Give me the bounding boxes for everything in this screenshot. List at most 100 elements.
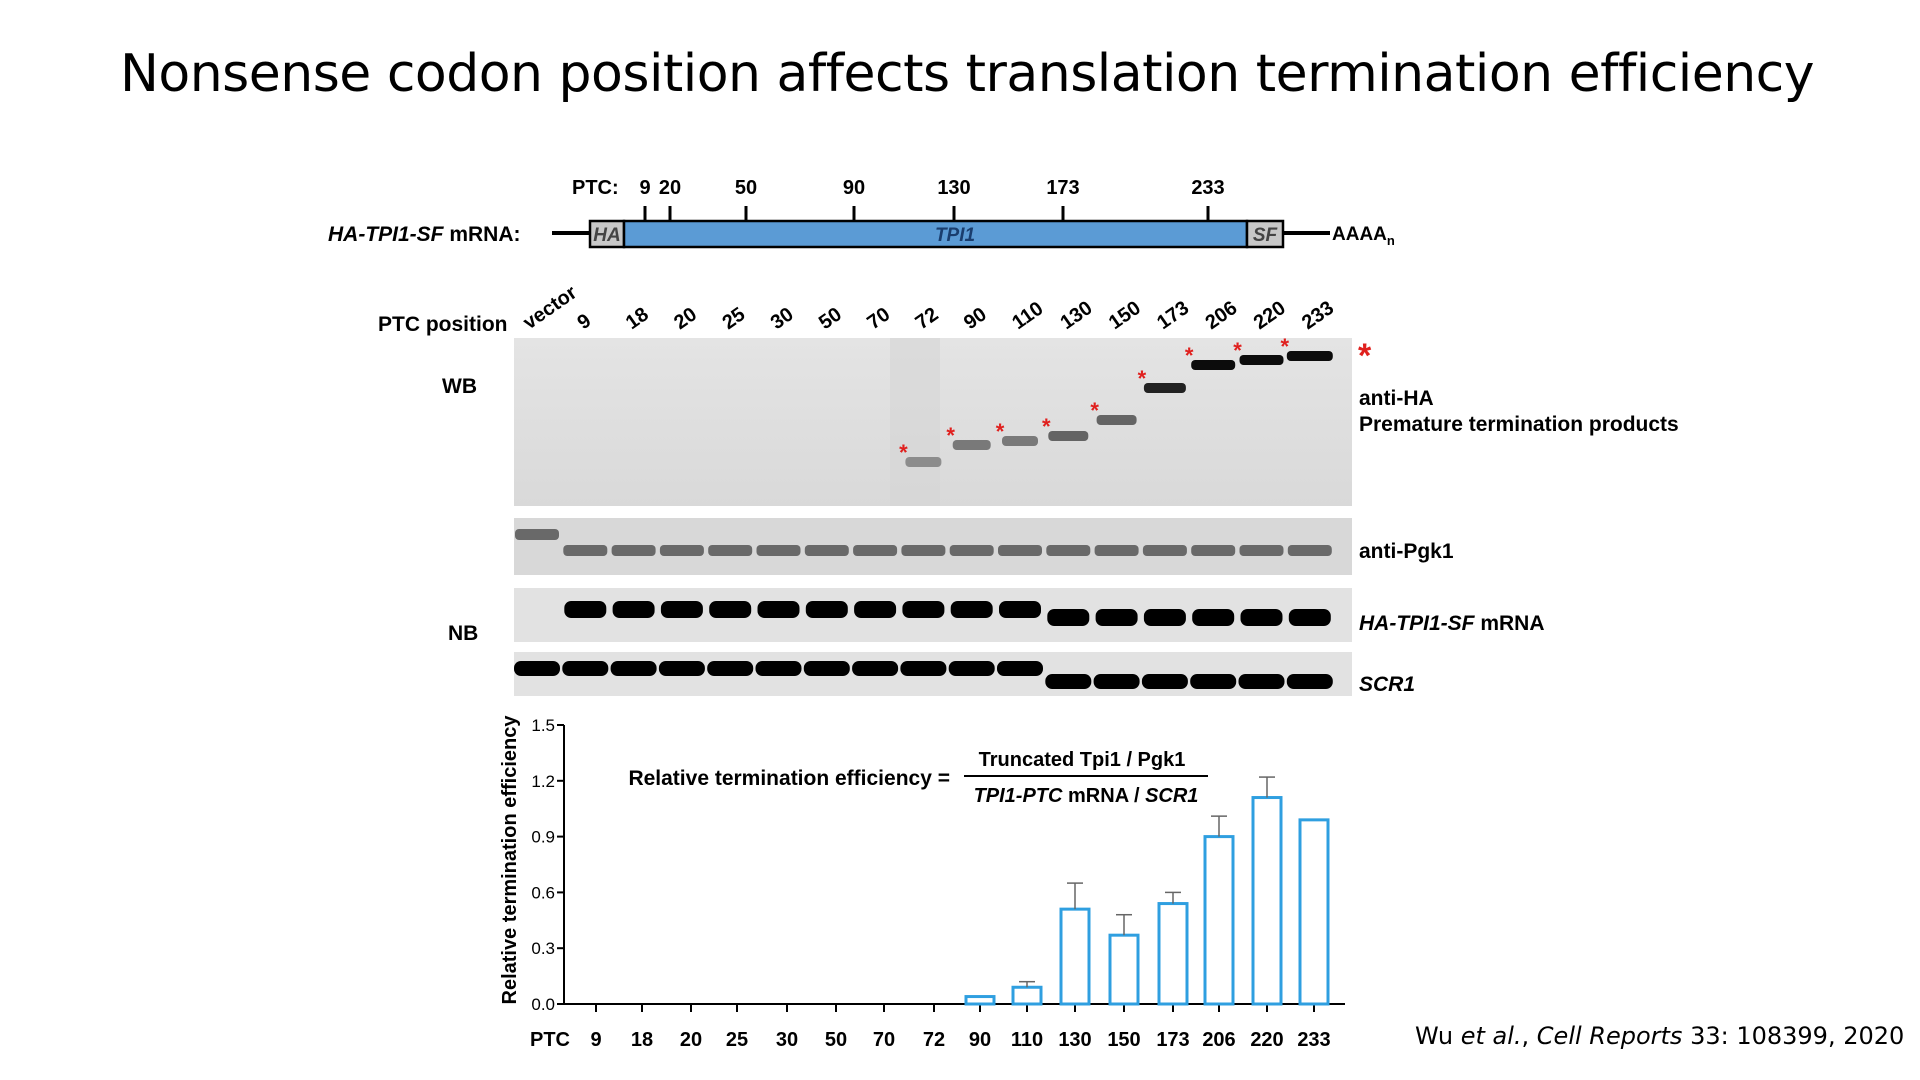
nb-mrna-bands (564, 601, 1331, 626)
mrna-band (854, 601, 897, 618)
bar (1011, 985, 1043, 1006)
x-tick-label: 220 (1250, 1029, 1283, 1051)
scr1-band (610, 661, 657, 676)
polyA-tail: AAAAn (1332, 224, 1395, 248)
y-tick-label: 0.3 (531, 939, 555, 958)
ptc-mark-label: 50 (735, 177, 757, 199)
scr1-band (1286, 674, 1333, 689)
lane-label: 25 (718, 303, 749, 334)
ptc-marks-label: PTC: (572, 177, 619, 199)
pgk1-band (1046, 545, 1091, 556)
wb-band (952, 440, 991, 450)
band-asterisk: * (1185, 343, 1194, 368)
wb-band (1286, 351, 1333, 361)
ptc-mark-label: 233 (1191, 177, 1224, 199)
band-asterisk: * (996, 419, 1005, 444)
mrna-band (1143, 609, 1186, 626)
chart-y-axis: 0.0 0.3 0.6 0.9 1.2 1.5 (531, 716, 565, 1014)
construct-label: HA-TPI1-SF mRNA: (328, 223, 521, 246)
full-length-asterisk: * (1358, 337, 1372, 375)
wb-smear (890, 338, 940, 506)
wb-band (1191, 360, 1236, 370)
band-asterisk: * (1042, 414, 1051, 439)
lane-label: 130 (1057, 297, 1097, 334)
band-asterisk: * (1233, 338, 1242, 363)
ptc-mark-label: 90 (843, 177, 865, 199)
formula-lhs: Relative termination efficiency = (628, 767, 950, 790)
bar (1059, 907, 1091, 1006)
x-tick-label: 70 (873, 1029, 895, 1051)
wb-band (1002, 436, 1038, 446)
lane-label: 70 (863, 303, 894, 334)
pgk1-band (949, 545, 994, 556)
bar (1298, 818, 1330, 1006)
mrna-band (999, 601, 1041, 618)
wb-band (1048, 431, 1089, 441)
x-tick-label: 206 (1202, 1029, 1235, 1051)
scr1-band (1141, 674, 1188, 689)
x-tick-label: 50 (825, 1029, 847, 1051)
y-tick-label: 0.9 (531, 828, 555, 847)
lane-label: 110 (1008, 298, 1047, 335)
mrna-band (564, 601, 607, 618)
wb-bands: * * * * * * * * * (899, 334, 1333, 467)
citation-authors: Wu (1415, 1022, 1461, 1050)
mrna-band (950, 601, 993, 618)
x-tick-label: 20 (680, 1029, 702, 1051)
scr1-band (1093, 674, 1140, 689)
x-tick-label: 18 (631, 1029, 653, 1051)
mrna-band (1240, 609, 1283, 626)
pgk1-band (563, 545, 608, 556)
ptc-mark-label: 20 (659, 177, 681, 199)
scr1-bands (514, 661, 1333, 689)
lane-label: 220 (1250, 297, 1290, 334)
pgk1-band (998, 545, 1042, 556)
mrna-band (1047, 609, 1090, 626)
bar (1251, 796, 1283, 1006)
pgk1-band (659, 545, 704, 556)
ha-segment-label: HA (593, 225, 620, 246)
citation-journal: Cell Reports (1536, 1022, 1683, 1050)
bar (1157, 902, 1189, 1006)
pgk1-band (756, 545, 801, 556)
mrna-band (805, 601, 848, 618)
ptc-position-label: PTC position (378, 313, 508, 336)
lane-label: 18 (622, 303, 653, 334)
band-asterisk: * (899, 440, 908, 465)
wb-band (1096, 415, 1137, 425)
pgk1-bands (515, 529, 1332, 556)
y-tick-label: 1.2 (531, 772, 555, 791)
lane-label: 233 (1298, 297, 1338, 334)
band-asterisk: * (946, 423, 955, 448)
ptc-marks: 9 20 50 90 130 173 233 (639, 177, 1225, 221)
lane-label: 30 (767, 303, 798, 334)
wb-band (1143, 383, 1186, 393)
wb-band (1239, 355, 1284, 365)
lane-label: 150 (1105, 297, 1145, 334)
construct-diagram: HA-TPI1-SF mRNA: HA TPI1 SF AAAAn PTC: 9… (328, 177, 1395, 249)
mrna-label: HA-TPI1-SF mRNA (1359, 612, 1545, 635)
anti-pgk1-label: anti-Pgk1 (1359, 540, 1454, 563)
y-tick-label: 1.5 (531, 716, 555, 735)
chart-x-axis: PTC 9 18 20 25 30 50 70 72 90 110 130 150 173 206 220 23… (530, 1003, 1345, 1051)
pgk1-band (804, 545, 849, 556)
sf-segment-label: SF (1253, 225, 1279, 246)
x-tick-label: 9 (590, 1029, 601, 1051)
scr1-band (997, 661, 1043, 676)
citation: Wu et al., Cell Reports 33: 108399, 2020 (1415, 1022, 1905, 1050)
pgk1-band (515, 529, 559, 540)
x-tick-label: 173 (1156, 1029, 1189, 1051)
scr1-band (948, 661, 995, 676)
scr1-band (1190, 674, 1237, 689)
x-tick-label: 72 (923, 1029, 945, 1051)
x-tick-label: 150 (1107, 1029, 1140, 1051)
scr1-band (658, 661, 705, 676)
x-tick-label: 110 (1011, 1029, 1043, 1051)
pgk1-band (1287, 545, 1332, 556)
pgk1-band (1142, 545, 1187, 556)
pgk1-band (708, 545, 753, 556)
ptc-mark-label: 130 (937, 177, 970, 199)
scr1-band (1045, 674, 1092, 689)
